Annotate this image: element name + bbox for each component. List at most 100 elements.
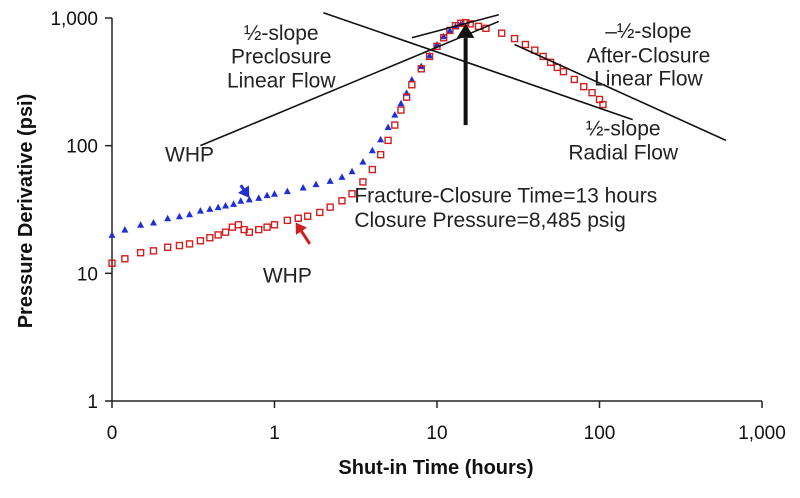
- annotation-label: WHP: [263, 264, 312, 287]
- data-point: [570, 75, 579, 84]
- y-tick-label: 100: [66, 137, 98, 158]
- data-point: [299, 184, 307, 191]
- data-point: [312, 180, 320, 188]
- data-point: [185, 240, 194, 248]
- data-point: [359, 178, 367, 186]
- x-tick-label: 10: [426, 423, 447, 444]
- annotation-label: Fracture-Closure Time=13 hours: [354, 184, 657, 207]
- arrow-shaft: [239, 184, 245, 191]
- data-point: [391, 111, 399, 118]
- arrow-shaft: [300, 230, 312, 245]
- y-axis-title: Pressure Derivative (psi): [15, 94, 37, 329]
- data-point: [186, 210, 194, 218]
- arrows: [237, 23, 475, 245]
- annotation-label: ½-slope: [244, 22, 319, 45]
- data-point: [137, 221, 145, 228]
- data-point: [271, 190, 278, 197]
- data-point: [214, 203, 222, 211]
- x-tick-label: 1,000: [738, 423, 786, 444]
- data-point: [497, 29, 506, 37]
- data-point: [408, 81, 416, 89]
- annotation-label: WHP: [165, 144, 214, 167]
- data-point: [402, 93, 411, 101]
- data-point: [426, 51, 434, 59]
- data-point: [228, 223, 237, 231]
- data-point: [303, 212, 312, 220]
- data-point: [222, 201, 230, 209]
- blue-series: [108, 20, 465, 238]
- data-point: [149, 247, 158, 255]
- data-point: [376, 150, 385, 159]
- y-tick-label: 1,000: [50, 9, 98, 30]
- y-tick-label: 10: [77, 264, 98, 285]
- data-point: [580, 82, 588, 91]
- data-point: [234, 221, 243, 229]
- data-point: [270, 221, 279, 229]
- slope-trend-line: [514, 43, 727, 142]
- annotation-label: ½-slope: [586, 118, 661, 141]
- data-point: [221, 228, 230, 236]
- data-point: [440, 34, 448, 42]
- data-point: [237, 197, 245, 204]
- data-point: [368, 146, 376, 154]
- x-tick-label: 1: [269, 423, 280, 444]
- x-tick-label: 100: [584, 423, 616, 444]
- data-point: [196, 207, 204, 214]
- data-point: [196, 237, 205, 245]
- data-point: [359, 158, 367, 165]
- data-point: [263, 191, 271, 199]
- data-point: [417, 65, 425, 73]
- data-point: [326, 203, 334, 211]
- data-point: [397, 106, 405, 114]
- data-point: [510, 34, 519, 43]
- data-point: [338, 173, 346, 180]
- arrow-head: [456, 23, 475, 38]
- annotation-label: –½-slope: [605, 20, 691, 43]
- data-point: [440, 32, 448, 40]
- data-point: [121, 226, 129, 233]
- x-tick-label: 0: [107, 423, 118, 444]
- data-point: [446, 26, 454, 34]
- data-point: [338, 197, 346, 205]
- data-point: [384, 136, 392, 145]
- slope-trend-line: [323, 11, 633, 121]
- data-point: [255, 194, 263, 201]
- data-point: [348, 190, 356, 198]
- data-point: [108, 259, 116, 267]
- x-axis-title: Shut-in Time (hours): [338, 457, 533, 479]
- data-point: [348, 167, 356, 175]
- data-point: [521, 40, 530, 49]
- annotation-label: Radial Flow: [568, 141, 679, 164]
- data-point: [384, 123, 392, 131]
- trend-lines: [200, 11, 727, 147]
- data-point: [206, 234, 214, 242]
- annotation-label: After-Closure: [587, 44, 711, 67]
- data-point: [163, 243, 172, 251]
- data-point: [588, 88, 596, 97]
- data-point: [255, 225, 263, 234]
- data-point: [425, 52, 434, 61]
- data-point: [263, 223, 271, 231]
- data-point: [206, 205, 214, 212]
- data-point: [214, 231, 222, 239]
- y-tick-label: 1: [87, 392, 98, 413]
- annotation-label: Preclosure: [231, 46, 331, 69]
- data-point: [294, 214, 302, 222]
- series-layer: [108, 18, 607, 267]
- data-point: [175, 212, 183, 220]
- data-point: [408, 75, 416, 83]
- annotation-arrow: [456, 23, 475, 126]
- annotation-label: Closure Pressure=8,485 psig: [354, 209, 625, 232]
- arrow-head: [237, 185, 250, 198]
- data-point: [397, 99, 405, 107]
- data-point: [283, 187, 291, 195]
- annotation-arrow: [295, 222, 312, 245]
- data-point: [599, 100, 607, 109]
- data-point: [136, 249, 145, 257]
- data-point: [559, 67, 568, 76]
- red-series: [108, 18, 607, 267]
